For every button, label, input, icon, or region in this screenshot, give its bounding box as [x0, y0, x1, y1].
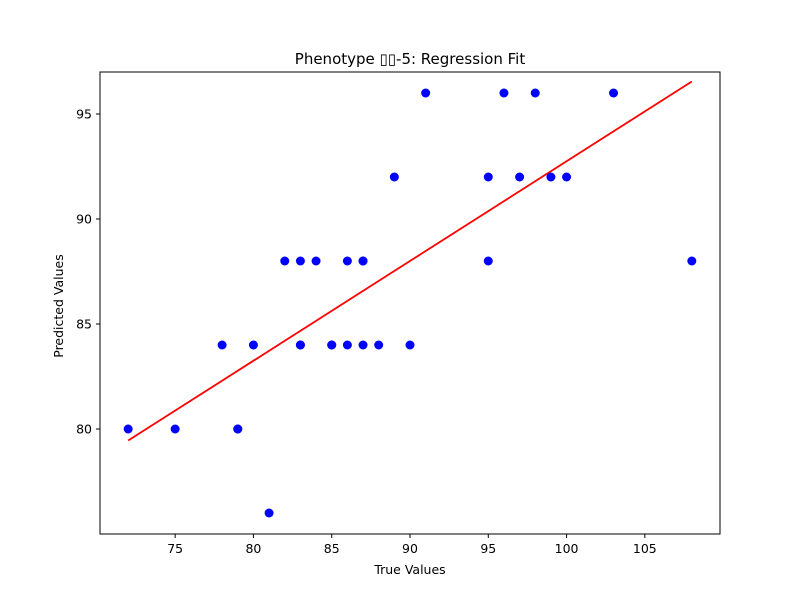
scatter-point [264, 508, 274, 518]
scatter-point [687, 256, 697, 266]
scatter-point [170, 424, 180, 434]
scatter-point [342, 256, 352, 266]
scatter-point [327, 340, 337, 350]
scatter-point [248, 340, 258, 350]
x-tick-label: 105 [633, 541, 657, 556]
y-axis-label: Predicted Values [51, 254, 66, 358]
plot-area [99, 71, 721, 535]
fit-line-group [127, 80, 693, 442]
x-axis-label: True Values [373, 562, 445, 577]
scatter-point [389, 172, 399, 182]
scatter-point [342, 340, 352, 350]
scatter-point [405, 340, 415, 350]
y-axis: 80 85 90 95 [76, 107, 100, 437]
scatter-point [483, 172, 493, 182]
scatter-point [280, 256, 290, 266]
scatter-point [562, 172, 572, 182]
scatter-point [374, 340, 384, 350]
scatter-point [233, 424, 243, 434]
scatter-point [295, 340, 305, 350]
y-tick-label: 80 [76, 422, 92, 437]
scatter-point [123, 424, 133, 434]
scatter-point [609, 88, 619, 98]
chart-title: Phenotype ▯▯-5: Regression Fit [295, 50, 526, 68]
y-tick-label: 95 [76, 107, 92, 122]
scatter-point [311, 256, 321, 266]
y-tick-label: 85 [76, 317, 92, 332]
plot-frame [99, 71, 721, 535]
x-tick-label: 100 [555, 541, 579, 556]
scatter-point [515, 172, 525, 182]
x-axis: 75 80 85 90 95 100 105 [167, 534, 657, 556]
x-tick-label: 75 [167, 541, 183, 556]
scatter-point [358, 256, 368, 266]
scatter-point [546, 172, 556, 182]
scatter-point [483, 256, 493, 266]
scatter-point [217, 340, 227, 350]
x-tick-label: 80 [245, 541, 261, 556]
scatter-point [358, 340, 368, 350]
scatter-point [499, 88, 509, 98]
scatter-point [421, 88, 431, 98]
y-tick-label: 90 [76, 212, 92, 227]
points-group [123, 88, 697, 518]
regression-fit-line [127, 80, 693, 442]
x-tick-label: 85 [324, 541, 340, 556]
x-tick-label: 95 [480, 541, 496, 556]
scatter-point [530, 88, 540, 98]
scatter-point [295, 256, 305, 266]
x-tick-label: 90 [402, 541, 418, 556]
